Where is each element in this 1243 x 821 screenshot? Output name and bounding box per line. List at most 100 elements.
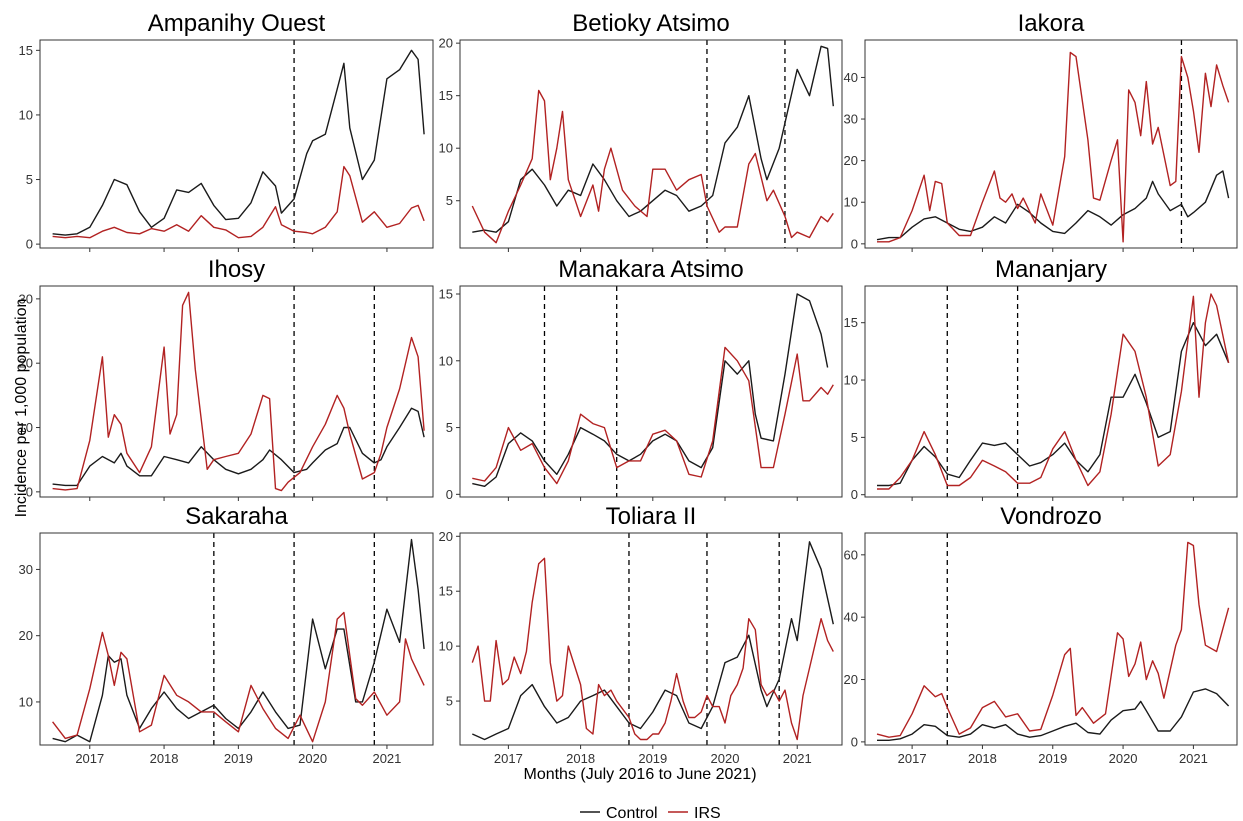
y-tick-label: 10 [844,195,858,210]
legend: Control IRS [580,805,721,821]
y-tick-label: 20 [19,356,33,371]
series-line-irs [52,611,425,743]
x-tick-label: 2020 [298,751,327,766]
y-tick-label: 15 [439,584,453,599]
panel-title: Vondrozo [1000,503,1101,530]
x-tick-label: 2019 [224,751,253,766]
series-line-irs [877,51,1230,243]
series-line-irs [471,89,834,244]
y-tick-label: 10 [19,420,33,435]
y-tick-label: 40 [844,610,858,625]
panel-title: Ihosy [208,256,265,283]
x-tick-label: 2020 [711,751,740,766]
y-tick-label: 0 [851,487,858,502]
x-tick-label: 2019 [1038,751,1067,766]
x-tick-label: 2020 [1109,751,1138,766]
series-line-control [472,45,834,233]
y-tick-label: 5 [851,430,858,445]
panel-frame [39,39,434,249]
panel-title: Manakara Atsimo [558,256,743,283]
x-tick-label: 2021 [783,751,812,766]
legend-label-control: Control [606,805,658,821]
series-line-irs [472,346,834,485]
y-tick-label: 15 [439,287,453,302]
panel-frame [459,285,843,498]
panel-frame [459,532,843,746]
y-tick-label: 0 [26,484,33,499]
series-line-irs [876,541,1230,738]
y-tick-label: 20 [439,529,453,544]
x-tick-label: 2018 [566,751,595,766]
panel-ihosy: Ihosy 0 10 20 30 [19,256,434,501]
y-tick-label: 0 [851,734,858,749]
series-line-control [877,322,1230,487]
series-line-control [876,170,1230,241]
y-tick-label: 5 [446,420,453,435]
x-tick-label: 2021 [372,751,401,766]
y-tick-label: 5 [26,172,33,187]
x-tick-label: 2017 [75,751,104,766]
panel-manakara-atsimo: Manakara Atsimo 0 5 10 15 [439,256,843,502]
panel-frame [39,285,434,498]
series-line-control [52,407,425,487]
legend-label-irs: IRS [694,805,721,821]
series-line-irs [52,291,425,492]
panel-frame [39,532,434,746]
y-tick-label: 10 [19,107,33,122]
panel-frame [864,532,1238,746]
y-tick-label: 20 [844,153,858,168]
y-tick-label: 10 [439,639,453,654]
panel-title: Iakora [1018,10,1085,37]
panel-toliara-ii: Toliara II 5 10 15 20 2017 2018 2019 2020 2021 [439,503,843,766]
panel-title: Toliara II [606,503,697,530]
panels: Ampanihy Ouest 0 5 10 15 Betioky Atsimo 5 10 15 2… [19,10,1238,766]
series-line-control [472,541,834,741]
y-tick-label: 5 [446,193,453,208]
y-tick-label: 30 [19,291,33,306]
y-tick-label: 10 [19,694,33,709]
series-line-irs [877,293,1230,490]
panel-ampanihy-ouest: Ampanihy Ouest 0 5 10 15 [19,10,434,252]
y-tick-label: 15 [19,43,33,58]
panel-title: Mananjary [995,256,1107,283]
panel-frame [864,39,1238,249]
y-tick-label: 20 [19,628,33,643]
series-line-control [472,293,829,487]
panel-vondrozo: Vondrozo 0 20 40 60 2017 2018 2019 2020 2021 [844,503,1238,766]
y-tick-label: 20 [439,36,453,51]
y-tick-label: 60 [844,547,858,562]
y-tick-label: 0 [446,487,453,502]
y-tick-label: 0 [851,236,858,251]
panel-frame [459,39,843,249]
panel-title: Sakaraha [185,503,288,530]
y-tick-label: 10 [844,373,858,388]
panel-title: Ampanihy Ouest [148,10,326,37]
x-tick-label: 2018 [150,751,179,766]
y-tick-label: 20 [844,672,858,687]
panel-iakora: Iakora 0 10 20 30 40 [844,10,1238,252]
x-tick-label: 2019 [638,751,667,766]
series-line-irs [52,165,425,239]
y-tick-label: 15 [844,315,858,330]
x-tick-label: 2017 [494,751,523,766]
x-tick-label: 2021 [1179,751,1208,766]
panel-sakaraha: Sakaraha 10 20 30 2017 2018 2019 2020 2021 [19,503,434,766]
y-tick-label: 10 [439,141,453,156]
series-line-control [877,688,1230,741]
y-tick-label: 40 [844,70,858,85]
y-tick-label: 0 [26,237,33,252]
x-tick-label: 2017 [898,751,927,766]
x-axis-label: Months (July 2016 to June 2021) [523,766,756,783]
series-line-irs [471,557,834,741]
panel-betioky-atsimo: Betioky Atsimo 5 10 15 20 [439,10,843,252]
panel-frame [864,285,1238,498]
y-tick-label: 15 [439,88,453,103]
y-axis-label: Incidence per 1,000 population [13,299,30,518]
y-tick-label: 10 [439,353,453,368]
panel-title: Betioky Atsimo [572,10,729,37]
series-line-control [52,538,425,743]
x-tick-label: 2018 [968,751,997,766]
y-tick-label: 5 [446,694,453,709]
y-tick-label: 30 [19,562,33,577]
